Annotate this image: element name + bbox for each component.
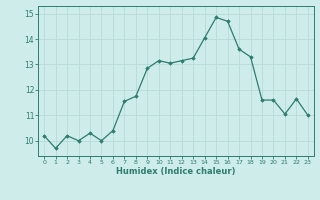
- X-axis label: Humidex (Indice chaleur): Humidex (Indice chaleur): [116, 167, 236, 176]
